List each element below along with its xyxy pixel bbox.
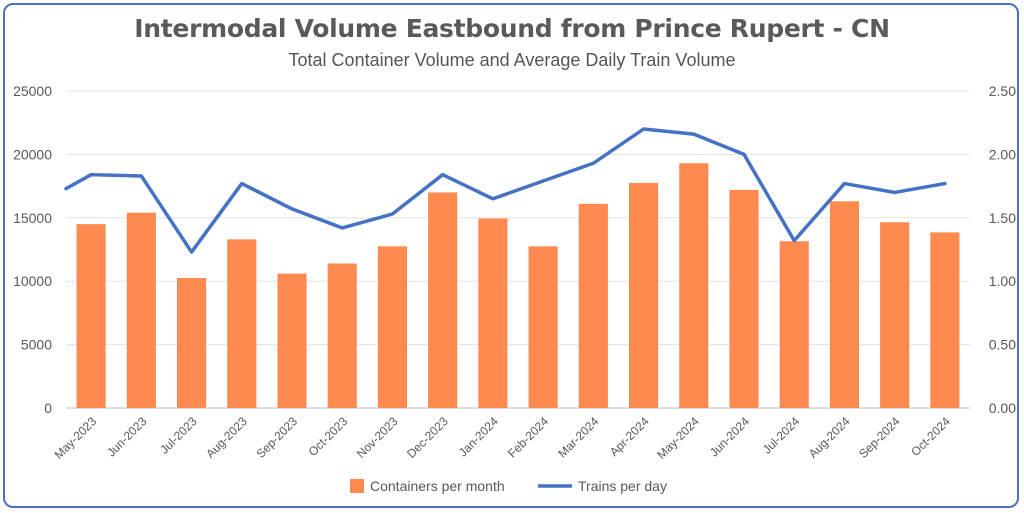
x-tick-label: May-2024 [654, 414, 702, 462]
y-left-tick-label: 20000 [13, 146, 52, 162]
gridlines [66, 90, 970, 409]
chart-title: Intermodal Volume Eastbound from Prince … [134, 14, 890, 43]
x-tick-label: Jun-2023 [104, 414, 150, 460]
bar-containers-Jun-2024 [729, 189, 759, 408]
bar-series [76, 163, 960, 408]
x-tick-label: Jun-2024 [707, 414, 753, 460]
bar-containers-Jul-2024 [779, 241, 809, 408]
y-right-tick-label: 2.50 [989, 83, 1016, 99]
x-tick-label: Mar-2024 [555, 414, 601, 460]
bar-containers-Jun-2023 [126, 212, 156, 408]
y-right-tick-label: 0.00 [989, 400, 1016, 416]
bar-containers-Sep-2024 [880, 222, 910, 408]
bar-containers-Oct-2023 [327, 263, 357, 408]
x-tick-label: Nov-2023 [354, 414, 401, 461]
bar-containers-Aug-2024 [829, 201, 860, 408]
bar-containers-Jul-2023 [176, 278, 207, 408]
x-tick-label: Aug-2023 [203, 414, 250, 461]
x-tick-label: Feb-2024 [505, 414, 551, 460]
y-left-tick-label: 10000 [13, 273, 52, 289]
legend: Containers per month Trains per day [350, 478, 667, 494]
x-tick-label: Sep-2023 [253, 414, 300, 461]
legend-swatch-containers [350, 479, 364, 493]
x-tick-label: Oct-2023 [306, 414, 351, 459]
y-right-tick-label: 1.00 [989, 273, 1016, 289]
bar-containers-Apr-2024 [628, 182, 659, 408]
x-tick-label: Sep-2024 [856, 414, 903, 461]
bar-containers-Mar-2024 [578, 203, 608, 408]
x-tick-label: Aug-2024 [806, 414, 853, 461]
legend-label-containers: Containers per month [370, 478, 505, 494]
y-right-tick-label: 2.00 [989, 146, 1016, 162]
x-tick-label: Oct-2024 [908, 414, 953, 459]
bar-containers-Feb-2024 [528, 246, 558, 408]
bar-containers-Aug-2023 [227, 239, 257, 408]
y-left-tick-label: 5000 [21, 337, 52, 353]
axes: 0 5000 10000 15000 20000 25000 0.00 0.50 1.00 1.5… [13, 83, 1016, 462]
x-tick-label: Jul-2023 [157, 414, 200, 457]
x-tick-label: Jul-2024 [760, 414, 803, 457]
line-series [64, 127, 947, 254]
bar-containers-Jan-2024 [478, 218, 508, 408]
bar-containers-Sep-2023 [277, 273, 307, 408]
y-left-tick-label: 15000 [13, 210, 52, 226]
x-tick-label: Apr-2024 [607, 414, 652, 459]
x-tick-label: May-2023 [52, 414, 100, 462]
legend-label-trains: Trains per day [578, 478, 667, 494]
y-left-tick-label: 0 [44, 400, 52, 416]
y-right-tick-label: 0.50 [989, 337, 1016, 353]
bar-containers-May-2023 [76, 224, 106, 408]
chart-subtitle: Total Container Volume and Average Daily… [288, 50, 736, 70]
bar-containers-Nov-2023 [377, 246, 408, 408]
bar-containers-Dec-2023 [428, 192, 458, 408]
y-right-tick-label: 1.50 [989, 210, 1016, 226]
bar-containers-May-2024 [679, 163, 709, 408]
bar-containers-Oct-2024 [930, 232, 960, 408]
x-tick-label: Dec-2023 [404, 414, 451, 461]
y-left-tick-label: 25000 [13, 83, 52, 99]
x-tick-label: Jan-2024 [456, 414, 502, 460]
